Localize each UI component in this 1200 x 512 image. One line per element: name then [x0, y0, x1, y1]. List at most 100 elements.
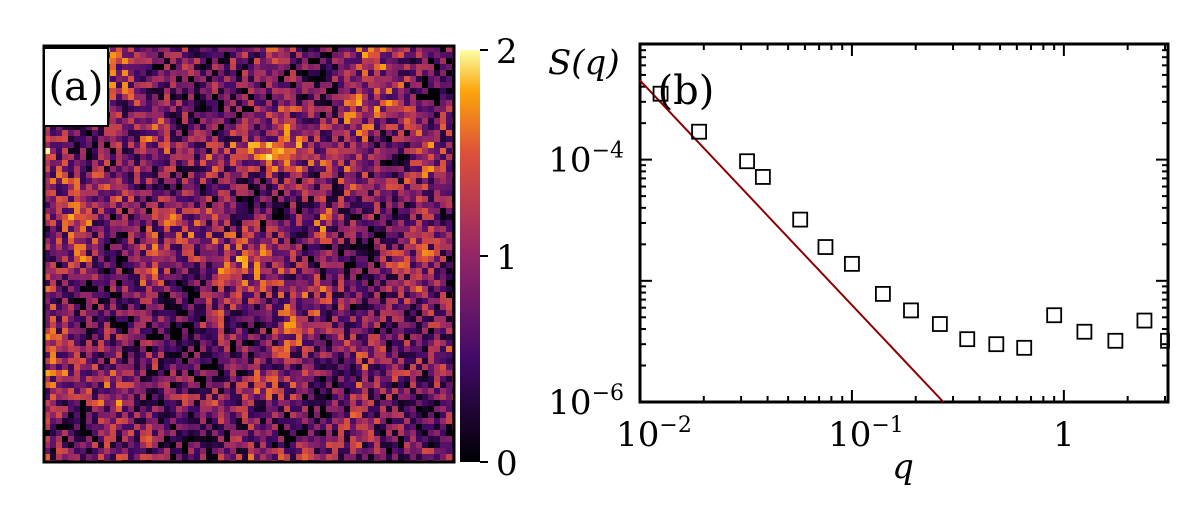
heatmap-cell: [164, 82, 171, 89]
heatmap-cell: [290, 256, 297, 263]
heatmap-cell: [230, 322, 237, 329]
heatmap-cell: [320, 208, 327, 215]
heatmap-cell: [164, 190, 171, 197]
heatmap-cell: [428, 106, 435, 113]
heatmap-cell: [62, 160, 69, 167]
heatmap-cell: [206, 346, 213, 353]
heatmap-cell: [368, 106, 375, 113]
heatmap-cell: [398, 160, 405, 167]
heatmap-cell: [296, 220, 303, 227]
heatmap-cell: [434, 442, 441, 449]
heatmap-cell: [386, 304, 393, 311]
heatmap-cell: [290, 232, 297, 239]
heatmap-cell: [380, 82, 387, 89]
heatmap-cell: [302, 262, 309, 269]
heatmap-cell: [386, 286, 393, 293]
heatmap-cell: [104, 430, 111, 437]
heatmap-cell: [344, 124, 351, 131]
heatmap-cell: [410, 130, 417, 137]
heatmap-cell: [146, 154, 153, 161]
heatmap-cell: [440, 334, 447, 341]
heatmap-cell: [140, 136, 147, 143]
heatmap-cell: [296, 256, 303, 263]
heatmap-cell: [386, 412, 393, 419]
heatmap-cell: [254, 154, 261, 161]
tick-labels: 10−2 10−1 110−610−4: [548, 139, 1074, 455]
heatmap-cell: [440, 124, 447, 131]
heatmap-cell: [338, 256, 345, 263]
heatmap-cell: [296, 52, 303, 59]
heatmap-cell: [218, 226, 225, 233]
heatmap-cell: [56, 262, 63, 269]
heatmap-cell: [248, 76, 255, 83]
heatmap-cell: [134, 46, 141, 53]
heatmap-cell: [104, 130, 111, 137]
heatmap-cell: [362, 46, 369, 53]
heatmap-cell: [44, 370, 51, 377]
heatmap-cell: [206, 226, 213, 233]
heatmap-cell: [86, 256, 93, 263]
heatmap-cell: [242, 322, 249, 329]
heatmap-cell: [380, 52, 387, 59]
heatmap-cell: [290, 316, 297, 323]
heatmap-cell: [260, 52, 267, 59]
heatmap-cell: [350, 286, 357, 293]
heatmap-cell: [128, 142, 135, 149]
heatmap-cell: [224, 256, 231, 263]
heatmap-cell: [350, 412, 357, 419]
heatmap-cell: [446, 82, 453, 89]
heatmap-cell: [260, 322, 267, 329]
y-tick-label: 10−4: [548, 139, 624, 181]
heatmap-cell: [188, 154, 195, 161]
heatmap-cell: [164, 52, 171, 59]
heatmap-cell: [80, 250, 87, 257]
heatmap-cell: [254, 76, 261, 83]
heatmap-cell: [320, 214, 327, 221]
heatmap-cell: [50, 304, 57, 311]
heatmap-cell: [218, 274, 225, 281]
heatmap-cell: [374, 148, 381, 155]
heatmap-cell: [140, 388, 147, 395]
heatmap-cell: [122, 274, 129, 281]
heatmap-cell: [128, 112, 135, 119]
heatmap-cell: [302, 376, 309, 383]
heatmap-cell: [206, 274, 213, 281]
heatmap-cell: [134, 52, 141, 59]
heatmap-cell: [176, 334, 183, 341]
heatmap-cell: [434, 316, 441, 323]
heatmap-cell: [338, 160, 345, 167]
heatmap-cell: [356, 238, 363, 245]
heatmap-cell: [134, 442, 141, 449]
heatmap-cell: [278, 424, 285, 431]
heatmap-cell: [374, 448, 381, 455]
heatmap-cell: [446, 430, 453, 437]
heatmap-cell: [308, 262, 315, 269]
heatmap-cell: [428, 184, 435, 191]
heatmap-cell: [98, 250, 105, 257]
heatmap-cell: [380, 226, 387, 233]
heatmap-cell: [338, 352, 345, 359]
heatmap-cell: [68, 370, 75, 377]
heatmap-cell: [404, 400, 411, 407]
heatmap-cell: [404, 82, 411, 89]
heatmap-cell: [260, 454, 267, 461]
heatmap-cell: [308, 202, 315, 209]
heatmap-cell: [386, 388, 393, 395]
heatmap-cell: [374, 46, 381, 53]
heatmap-cell: [338, 418, 345, 425]
heatmap-cell: [182, 364, 189, 371]
heatmap-cell: [398, 334, 405, 341]
heatmap-cell: [62, 292, 69, 299]
heatmap-cell: [230, 142, 237, 149]
heatmap-cell: [248, 364, 255, 371]
heatmap-cell: [152, 100, 159, 107]
heatmap-cell: [320, 424, 327, 431]
heatmap-cell: [128, 148, 135, 155]
heatmap-cell: [80, 256, 87, 263]
heatmap-cell: [128, 46, 135, 53]
heatmap-cell: [98, 454, 105, 461]
heatmap-cell: [266, 220, 273, 227]
panel-b-label: (b): [658, 68, 715, 114]
heatmap-cell: [176, 214, 183, 221]
heatmap-cell: [194, 94, 201, 101]
